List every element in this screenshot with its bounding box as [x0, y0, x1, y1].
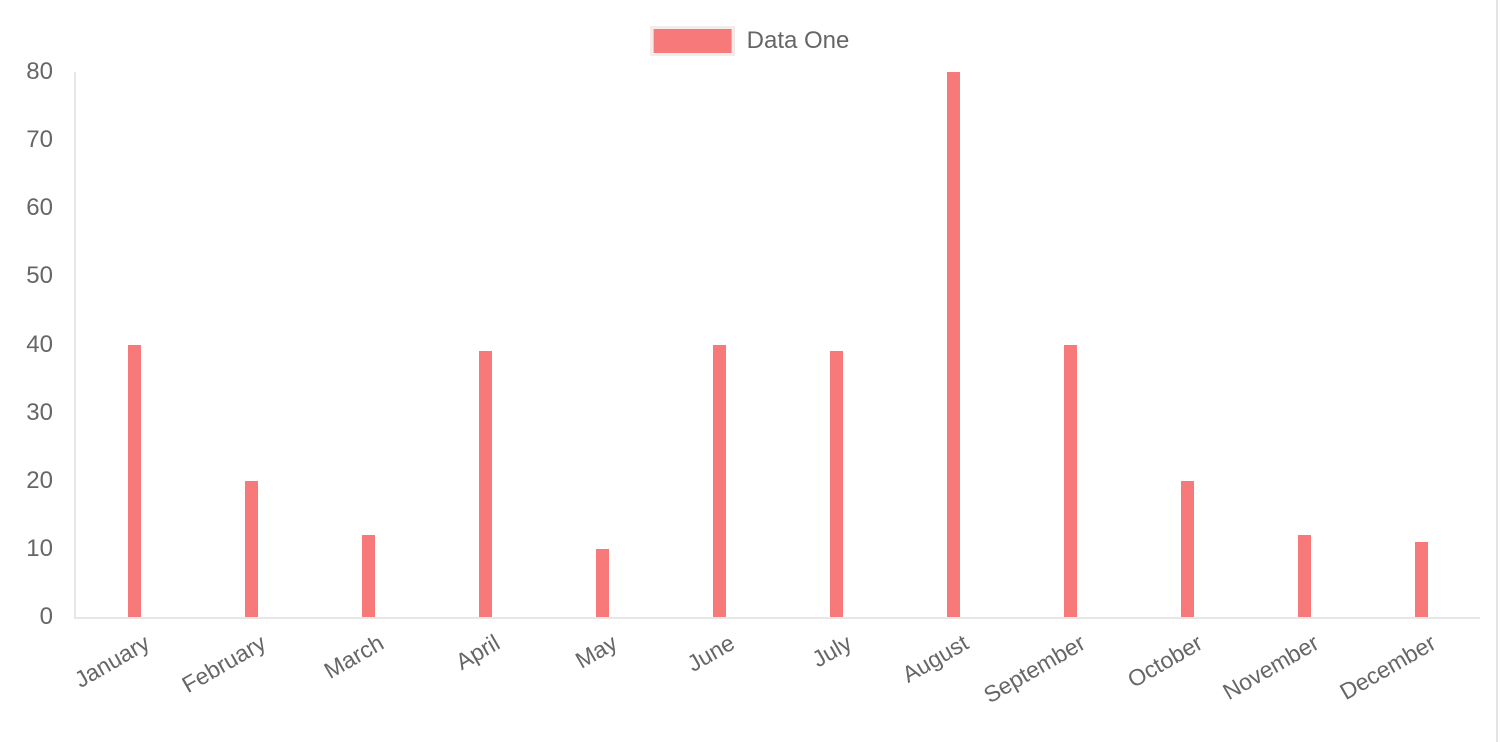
- bar-slot-june: [661, 72, 778, 617]
- y-tick-70: 70: [26, 126, 53, 154]
- y-tick-10: 10: [26, 534, 53, 562]
- bars-container: [76, 72, 1480, 617]
- x-label-may: May: [570, 629, 622, 674]
- bar-august[interactable]: [947, 72, 960, 617]
- legend-item-data-one[interactable]: Data One: [650, 26, 850, 56]
- bar-slot-january: [76, 72, 193, 617]
- y-tick-20: 20: [26, 466, 53, 494]
- bar-slot-november: [1246, 72, 1363, 617]
- x-label-march: March: [319, 629, 388, 684]
- bar-june[interactable]: [713, 344, 726, 617]
- bar-slot-july: [778, 72, 895, 617]
- legend-label: Data One: [746, 27, 850, 54]
- x-label-june: June: [682, 629, 739, 677]
- y-tick-80: 80: [26, 58, 53, 85]
- y-tick-60: 60: [26, 194, 53, 222]
- x-label-january: January: [69, 629, 154, 693]
- plot-area: [74, 72, 1480, 619]
- bar-july[interactable]: [830, 351, 843, 617]
- bar-slot-march: [310, 72, 427, 617]
- bar-december[interactable]: [1415, 542, 1428, 617]
- bar-may[interactable]: [596, 548, 609, 617]
- bar-slot-september: [1012, 72, 1129, 617]
- bar-march[interactable]: [362, 535, 375, 617]
- x-label-august: August: [897, 629, 973, 688]
- x-label-april: April: [451, 629, 505, 675]
- bar-april[interactable]: [479, 351, 492, 617]
- bar-slot-december: [1363, 72, 1480, 617]
- bar-slot-may: [544, 72, 661, 617]
- x-label-october: October: [1122, 629, 1207, 693]
- bar-september[interactable]: [1064, 344, 1077, 617]
- x-label-february: February: [177, 629, 271, 698]
- x-label-november: November: [1218, 629, 1324, 705]
- y-tick-30: 30: [26, 398, 53, 426]
- bar-slot-february: [193, 72, 310, 617]
- y-tick-0: 0: [39, 603, 53, 630]
- bar-slot-august: [895, 72, 1012, 617]
- x-label-july: July: [807, 629, 856, 673]
- bar-slot-april: [427, 72, 544, 617]
- bar-slot-october: [1129, 72, 1246, 617]
- y-tick-50: 50: [26, 262, 53, 290]
- x-label-december: December: [1335, 629, 1441, 705]
- bar-october[interactable]: [1181, 480, 1194, 617]
- y-tick-40: 40: [26, 330, 53, 358]
- bar-february[interactable]: [245, 480, 258, 617]
- x-label-september: September: [979, 629, 1090, 709]
- bar-january[interactable]: [128, 344, 141, 617]
- legend-swatch: [650, 26, 735, 56]
- bar-november[interactable]: [1298, 535, 1311, 617]
- window-edge-divider: [1496, 0, 1498, 742]
